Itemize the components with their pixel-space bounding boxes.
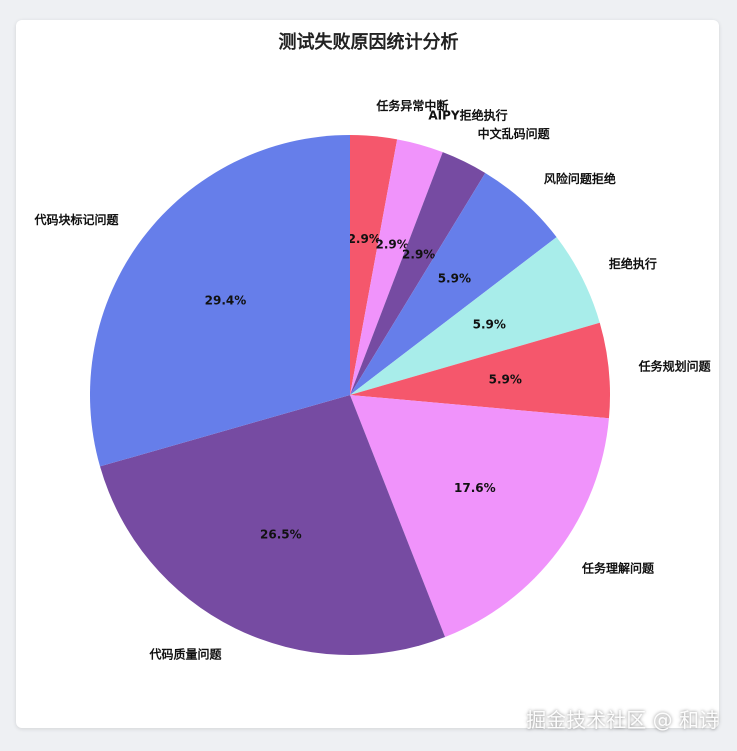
pct-label: 5.9% [473, 317, 506, 331]
pct-label: 5.9% [438, 272, 471, 286]
slice-label: 中文乱码问题 [478, 126, 551, 141]
slice-label: 代码块标记问题 [34, 212, 120, 227]
pct-label: 5.9% [489, 373, 522, 387]
pie-slice [350, 237, 600, 395]
pct-label: 29.4% [205, 294, 247, 308]
pie-slice [350, 322, 610, 419]
pie-slice [350, 135, 398, 395]
pct-label: 26.5% [260, 527, 302, 541]
watermark: 掘金技术社区 @ 和诗 [526, 708, 719, 732]
pie-slice [100, 395, 446, 655]
pct-label: 17.6% [454, 481, 496, 495]
slice-label: 任务理解问题 [581, 560, 655, 575]
pct-label: 2.9% [348, 232, 381, 246]
pie-slice [350, 139, 443, 395]
pie-slice [89, 135, 351, 467]
slice-label: 代码质量问题 [149, 646, 223, 661]
pie-slice [350, 152, 486, 395]
slice-label: 任务异常中断 [375, 98, 448, 113]
pie-slice [350, 395, 609, 638]
slice-label: 任务规划问题 [638, 359, 712, 374]
chart-title: 测试失败原因统计分析 [278, 32, 459, 53]
pie-slice [350, 172, 557, 395]
slice-label: 风险问题拒绝 [544, 171, 616, 186]
slice-label: AIPY拒绝执行 [428, 107, 507, 122]
slice-label: 拒绝执行 [609, 256, 657, 271]
pct-label: 2.9% [402, 247, 435, 261]
pct-label: 2.9% [376, 237, 409, 251]
